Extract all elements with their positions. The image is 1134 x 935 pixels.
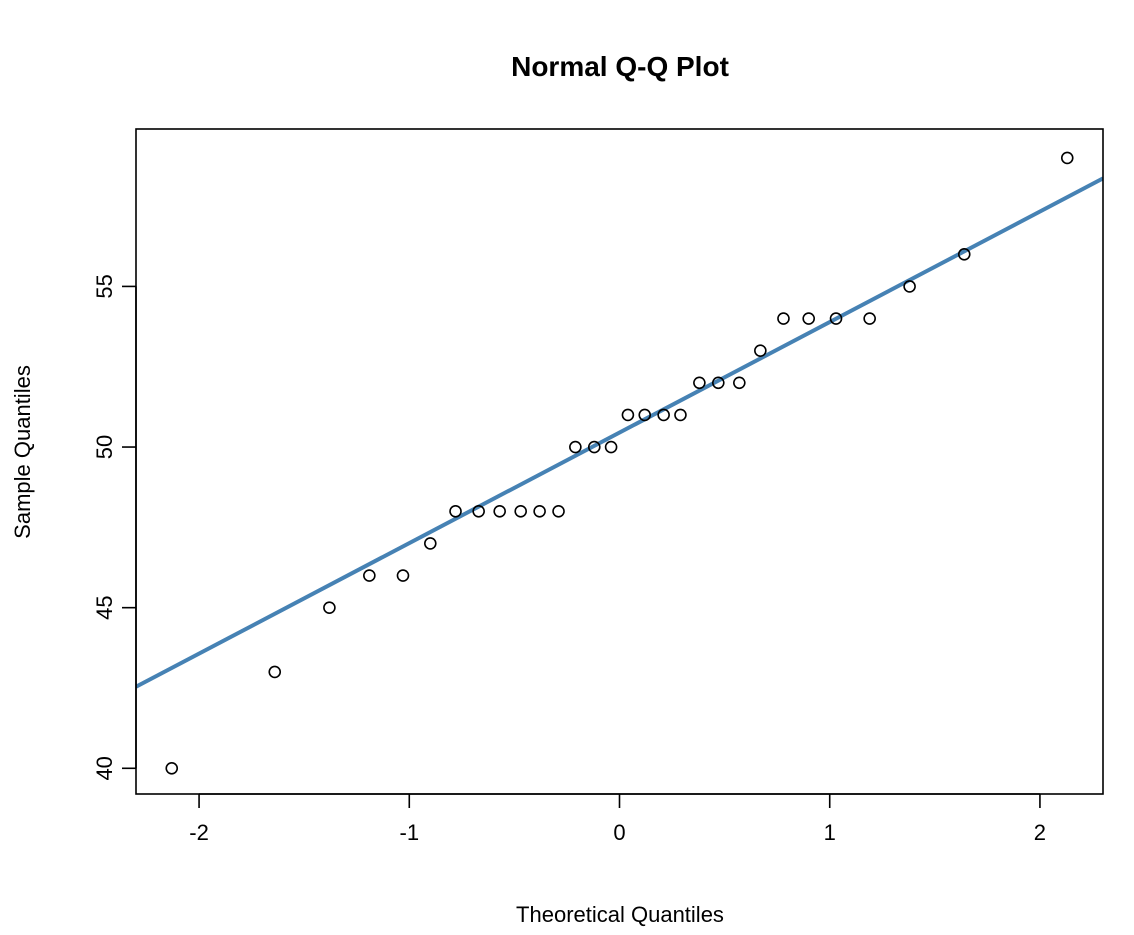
- y-tick-label: 50: [92, 435, 117, 459]
- data-point: [268, 665, 282, 679]
- data-point: [396, 569, 410, 582]
- data-point: [863, 312, 876, 325]
- data-point: [802, 312, 815, 325]
- x-tick-label: 1: [824, 820, 836, 845]
- chart-title: Normal Q-Q Plot: [511, 51, 729, 82]
- data-point: [754, 344, 767, 357]
- x-tick-label: 2: [1034, 820, 1046, 845]
- data-point: [323, 601, 336, 614]
- data-point: [693, 376, 706, 390]
- x-tick-label: -2: [189, 820, 209, 845]
- x-tick-label: 0: [613, 820, 625, 845]
- data-point: [674, 408, 687, 422]
- data-point: [533, 504, 546, 518]
- x-axis-label: Theoretical Quantiles: [516, 902, 724, 927]
- data-point: [472, 504, 485, 518]
- data-point: [712, 376, 725, 390]
- plot-area: -2 -1 0 1 2 40 45 50 55: [92, 128, 1104, 845]
- data-point: [657, 408, 670, 422]
- y-tick-label: 45: [92, 595, 117, 619]
- data-point: [363, 569, 376, 582]
- data-point: [514, 504, 527, 518]
- y-tick-label: 55: [92, 274, 117, 298]
- y-axis-label: Sample Quantiles: [10, 365, 35, 539]
- reference-line: [136, 176, 1103, 689]
- data-point: [587, 440, 601, 454]
- x-tick-label: -1: [400, 820, 420, 845]
- y-tick-label: 40: [92, 756, 117, 780]
- data-point: [165, 761, 179, 775]
- data-point: [638, 408, 652, 422]
- data-point: [1060, 151, 1074, 165]
- data-point: [493, 504, 506, 518]
- data-point: [777, 312, 790, 325]
- data-point: [829, 312, 843, 325]
- data-point: [604, 440, 618, 454]
- data-point: [569, 440, 582, 454]
- data-point: [424, 537, 437, 550]
- data-point: [621, 408, 635, 422]
- data-point: [552, 504, 565, 518]
- data-point: [449, 504, 462, 518]
- data-point: [903, 280, 916, 293]
- data-point: [733, 376, 746, 390]
- data-point: [957, 247, 971, 261]
